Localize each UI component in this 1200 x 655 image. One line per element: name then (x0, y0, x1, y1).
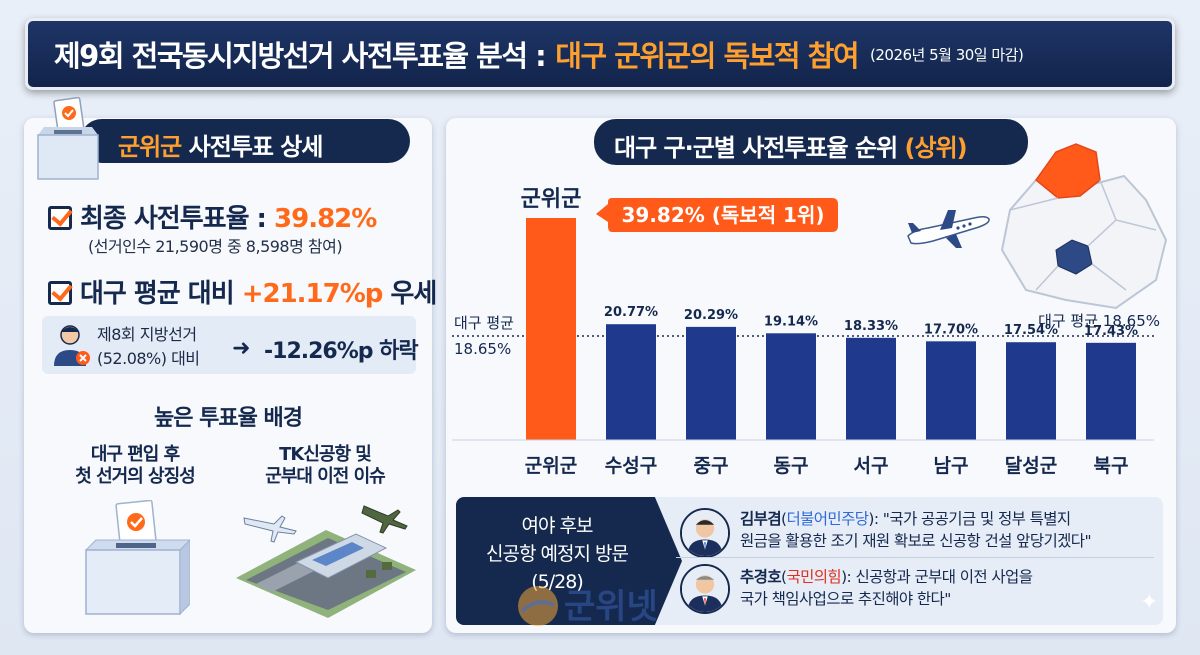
voters-note: (선거인수 21,590명 중 8,598명 참여) (88, 237, 343, 256)
right-panel-title: 대구 구·군별 사전투표율 순위 (상위) (594, 119, 1028, 165)
bar (686, 326, 736, 440)
bar (1006, 342, 1056, 440)
candidate-quote-kim: 김부겸(더불어민주당): "국가 공공기금 및 정부 특별지 원금을 활용한 조… (740, 510, 1092, 550)
category-label: 서구 (854, 455, 889, 477)
highlight-bar-name: 군위군 (521, 187, 582, 212)
bar (846, 337, 896, 440)
quote-text-continued: 원금을 활용한 조기 재원 확보로 신공항 건설 앞당기겠다" (740, 532, 1092, 550)
district-turnout-bar-chart: 군위군 20.77% 수성구 20.29% 중구 19.14% 동구 18.33% 서구 17.7… (452, 187, 1160, 477)
bar (926, 341, 976, 440)
airplane-icon (907, 210, 990, 248)
bar (1086, 342, 1136, 440)
data-label: 18.33% (844, 319, 898, 334)
avg-compare-row: 대구 평균 대비 +21.17%p 우세 (48, 273, 437, 310)
candidate-quote-choo: 추경호(국민의힘): 신공항과 군부대 이전 사업을 국가 책임사업으로 추진해… (740, 568, 1033, 608)
data-label: 17.43% (1084, 324, 1138, 339)
quote-text-continued: 국가 책임사업으로 추진해야 한다" (740, 590, 951, 608)
final-rate-row: 최종 사전투표율 : 39.82% (48, 198, 377, 235)
ballot-box-illustration (84, 500, 190, 616)
data-label: 19.14% (764, 314, 818, 329)
right-title-main: 대구 구·군별 사전투표율 순위 (614, 134, 898, 162)
category-label: 북구 (1094, 455, 1129, 477)
quote-text: : 신공항과 군부대 이전 사업을 (846, 568, 1033, 586)
candidate-name: 추경호 (740, 568, 782, 586)
prev-election-rate: (52.08%) 대비 (97, 349, 200, 368)
category-label: 수성구 (605, 455, 657, 477)
background-item-airport: TK신공항 및 군부대 이전 이슈 (265, 444, 385, 487)
right-title-highlight: (상위) (904, 134, 968, 162)
data-label: 17.54% (1004, 323, 1058, 338)
watermark-text: 군위넷 (564, 587, 658, 627)
daegu-map-icon (1000, 143, 1168, 310)
quote-text: : "국가 공공기금 및 정부 특별지 (873, 510, 1071, 528)
average-label-left: 18.65% (454, 340, 511, 358)
prev-election-label: 제8회 지방선거 (97, 325, 197, 344)
divider (676, 557, 1154, 558)
prev-election-change: -12.26%p 하락 (264, 339, 419, 364)
data-label: 20.29% (684, 308, 738, 323)
watermark-logo: 군위넷 (518, 586, 658, 627)
party-name: 국민의힘 (786, 568, 842, 586)
avatar (680, 508, 730, 558)
data-label: 20.77% (604, 305, 658, 320)
background-title: 높은 투표율 배경 (154, 406, 303, 431)
title-banner: 제9회 전국동시지방선거 사전투표율 분석 : 대구 군위군의 독보적 참여 (… (25, 18, 1175, 90)
bar (606, 324, 656, 440)
average-label-left: 대구 평균 (454, 314, 514, 332)
checkbox-icon (48, 281, 72, 305)
left-title-rest: 사전투표 상세 (188, 133, 324, 161)
highlight-callout: 39.82% (독보적 1위) (621, 203, 824, 227)
arrow-right-icon: ➜ (232, 336, 251, 361)
checkbox-icon (48, 206, 72, 230)
left-panel-title: 군위군 사전투표 상세 (80, 119, 410, 163)
final-rate-label: 최종 사전투표율 : (80, 204, 267, 234)
airport-illustration (236, 505, 416, 618)
bar (766, 333, 816, 440)
avg-compare-suffix: 우세 (390, 279, 437, 309)
data-label: 17.70% (924, 322, 978, 337)
category-label: 군위군 (525, 455, 577, 477)
category-label: 중구 (694, 455, 729, 477)
page-title: 제9회 전국동시지방선거 사전투표율 분석 : (54, 39, 547, 73)
candidate-visit-label: 여야 후보 신공항 예정지 방문 (5/28) (486, 515, 629, 593)
prev-election-compare: 제8회 지방선거 (52.08%) 대비 ➜ -12.26%p 하락 (42, 316, 419, 374)
final-rate-value: 39.82% (274, 204, 377, 234)
avg-compare-label: 대구 평균 대비 (80, 279, 235, 309)
background-item-symbolism: 대구 편입 후 첫 선거의 상징성 (75, 444, 195, 487)
category-label: 달성군 (1005, 455, 1057, 477)
person-decline-icon (54, 325, 90, 366)
avg-compare-value: +21.17%p (241, 279, 384, 309)
avatar (680, 564, 730, 614)
candidate-visit-label-bg (456, 497, 682, 625)
page-date-note: (2026년 5월 30일 마감) (870, 45, 1024, 64)
left-title-highlight: 군위군 (118, 133, 182, 161)
ballot-box-icon (37, 97, 99, 180)
sparkle-icon: ✦ (1140, 590, 1159, 615)
average-label-right: 대구 평균 18.65% (1038, 312, 1160, 330)
party-name: 더불어민주당 (786, 510, 869, 528)
category-label: 남구 (934, 455, 969, 477)
highlight-callout-bg (596, 198, 838, 232)
bar (526, 218, 576, 440)
category-label: 동구 (774, 455, 809, 477)
page-title-highlight: 대구 군위군의 독보적 참여 (555, 39, 859, 73)
candidate-name: 김부겸 (740, 510, 782, 528)
